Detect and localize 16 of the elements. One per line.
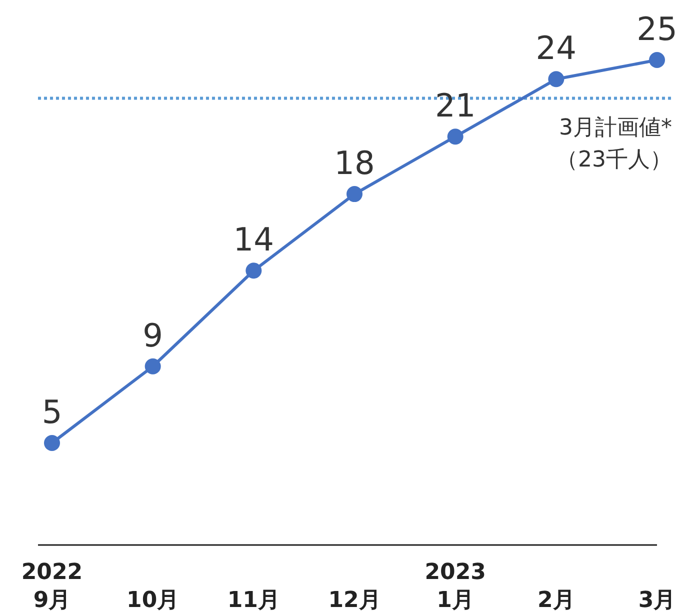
ref-line-label: （23千人） — [556, 147, 672, 172]
data-label: 9 — [142, 316, 164, 354]
x-tick-label: 10月 — [126, 588, 180, 613]
data-label: 25 — [636, 10, 678, 48]
data-label: 18 — [334, 144, 375, 182]
x-tick-label: 2月 — [538, 588, 575, 613]
x-tick-label: 3月 — [638, 588, 676, 613]
x-tick-label: 11月 — [227, 588, 280, 613]
x-tick-label: 2023 1月 — [424, 560, 486, 613]
x-tick-label: 12月 — [328, 588, 381, 613]
data-label: 14 — [233, 220, 274, 259]
data-label: 21 — [434, 86, 476, 125]
x-tick-label: 2022 9月 — [21, 560, 83, 613]
data-label: 24 — [536, 29, 577, 68]
data-label: 5 — [42, 393, 62, 431]
ref-line-label: 3月計画値* — [559, 115, 672, 140]
